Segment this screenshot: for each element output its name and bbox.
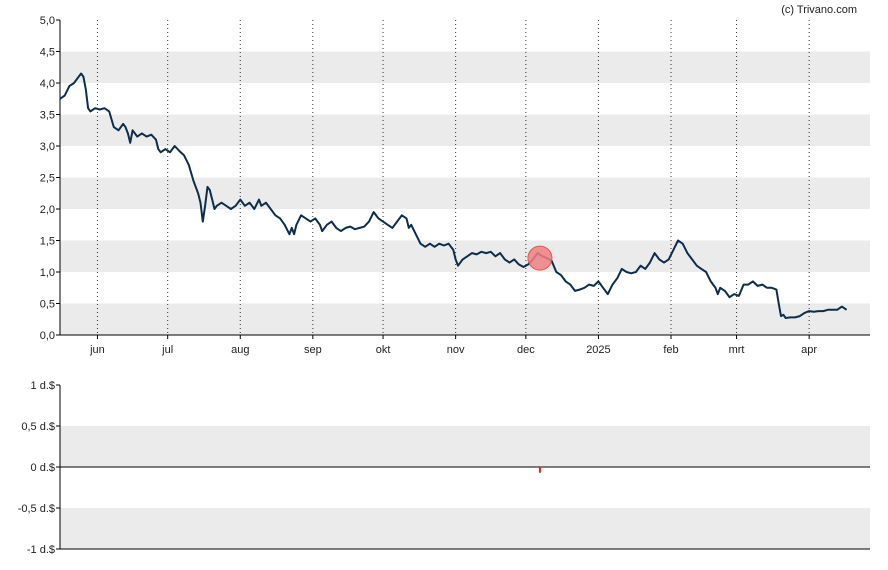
x-tick-label: jun bbox=[89, 344, 105, 356]
x-tick-label: sep bbox=[304, 344, 322, 356]
y-tick-label: 4,0 bbox=[40, 78, 55, 90]
x-tick-label: apr bbox=[801, 344, 817, 356]
y-tick-label: 0 d.$ bbox=[31, 462, 55, 474]
y-tick-label: 5,0 bbox=[40, 15, 55, 27]
grid-band bbox=[60, 51, 870, 83]
grid-band bbox=[60, 303, 870, 335]
event-marker bbox=[527, 245, 553, 271]
y-tick-label: 0,0 bbox=[40, 330, 55, 342]
x-tick-label: nov bbox=[447, 344, 465, 356]
y-tick-label: 1 d.$ bbox=[31, 380, 55, 392]
y-tick-label: 2,5 bbox=[40, 173, 55, 185]
credit-label: (c) Trivano.com bbox=[781, 4, 857, 16]
y-tick-label: 1,5 bbox=[40, 236, 55, 248]
x-tick-label: dec bbox=[517, 344, 535, 356]
x-tick-label: aug bbox=[231, 344, 249, 356]
grid-band bbox=[60, 177, 870, 209]
y-tick-label: 3,0 bbox=[40, 141, 55, 153]
y-tick-label: 0,5 d.$ bbox=[21, 421, 55, 433]
x-tick-label: 2025 bbox=[586, 344, 610, 356]
grid-band bbox=[60, 426, 870, 467]
y-tick-label: -1 d.$ bbox=[27, 544, 55, 556]
x-tick-label: mrt bbox=[729, 344, 745, 356]
grid-band bbox=[60, 508, 870, 549]
y-tick-label: 0,5 bbox=[40, 299, 55, 311]
y-tick-label: -0,5 d.$ bbox=[18, 503, 55, 515]
x-tick-label: jul bbox=[161, 344, 173, 356]
x-tick-label: feb bbox=[663, 344, 678, 356]
y-tick-label: 3,5 bbox=[40, 110, 55, 122]
x-tick-label: okt bbox=[376, 344, 391, 356]
y-tick-label: 4,5 bbox=[40, 47, 55, 59]
y-tick-label: 1,0 bbox=[40, 267, 55, 279]
y-tick-label: 2,0 bbox=[40, 204, 55, 216]
value-bar bbox=[538, 467, 541, 473]
grid-band bbox=[60, 240, 870, 272]
price-series-line bbox=[59, 72, 848, 319]
grid-band bbox=[60, 114, 870, 146]
